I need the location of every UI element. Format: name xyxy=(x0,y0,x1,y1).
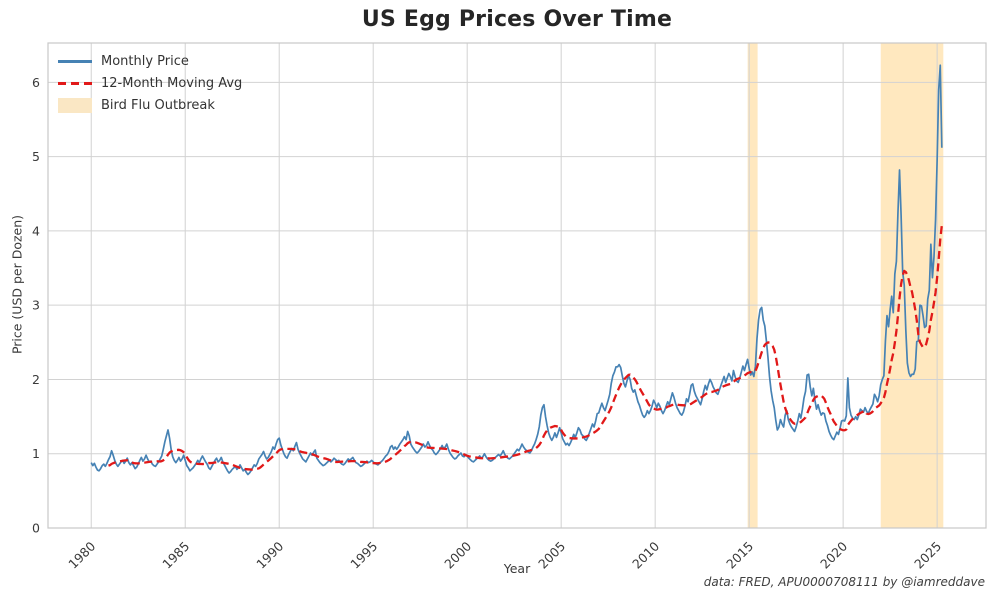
moving-avg-line xyxy=(108,225,943,471)
legend-label-monthly-price: Monthly Price xyxy=(101,53,189,69)
bird-flu-outbreak-band xyxy=(747,43,758,528)
bird-flu-band-swatch-icon xyxy=(58,97,92,113)
monthly-price-line xyxy=(90,64,943,476)
y-tick-label: 5 xyxy=(32,149,40,164)
monthly-price-line-swatch-icon xyxy=(58,59,92,63)
bird-flu-outbreak-band xyxy=(880,43,944,528)
legend-label-moving-avg: 12-Month Moving Avg xyxy=(101,75,243,91)
chart-legend: Monthly Price 12-Month Moving Avg Bird F… xyxy=(58,50,242,116)
y-tick-label: 0 xyxy=(32,521,40,536)
x-axis-label: Year xyxy=(503,561,531,576)
plot-border xyxy=(47,42,987,529)
legend-item-bird-flu: Bird Flu Outbreak xyxy=(58,94,242,116)
moving-avg-dashed-line-swatch-icon xyxy=(58,81,92,85)
y-tick-label: 1 xyxy=(32,446,40,461)
y-tick-label: 4 xyxy=(32,223,40,238)
data-attribution: data: FRED, APU0000708111 by @iamreddave xyxy=(703,575,985,589)
legend-item-moving-avg: 12-Month Moving Avg xyxy=(58,72,242,94)
legend-item-monthly-price: Monthly Price xyxy=(58,50,242,72)
y-tick-label: 6 xyxy=(32,75,40,90)
y-tick-label: 2 xyxy=(32,372,40,387)
legend-label-bird-flu: Bird Flu Outbreak xyxy=(101,97,215,113)
y-axis-label: Price (USD per Dozen) xyxy=(9,214,25,355)
y-tick-label: 3 xyxy=(32,298,40,313)
chart-title: US Egg Prices Over Time xyxy=(361,7,673,32)
